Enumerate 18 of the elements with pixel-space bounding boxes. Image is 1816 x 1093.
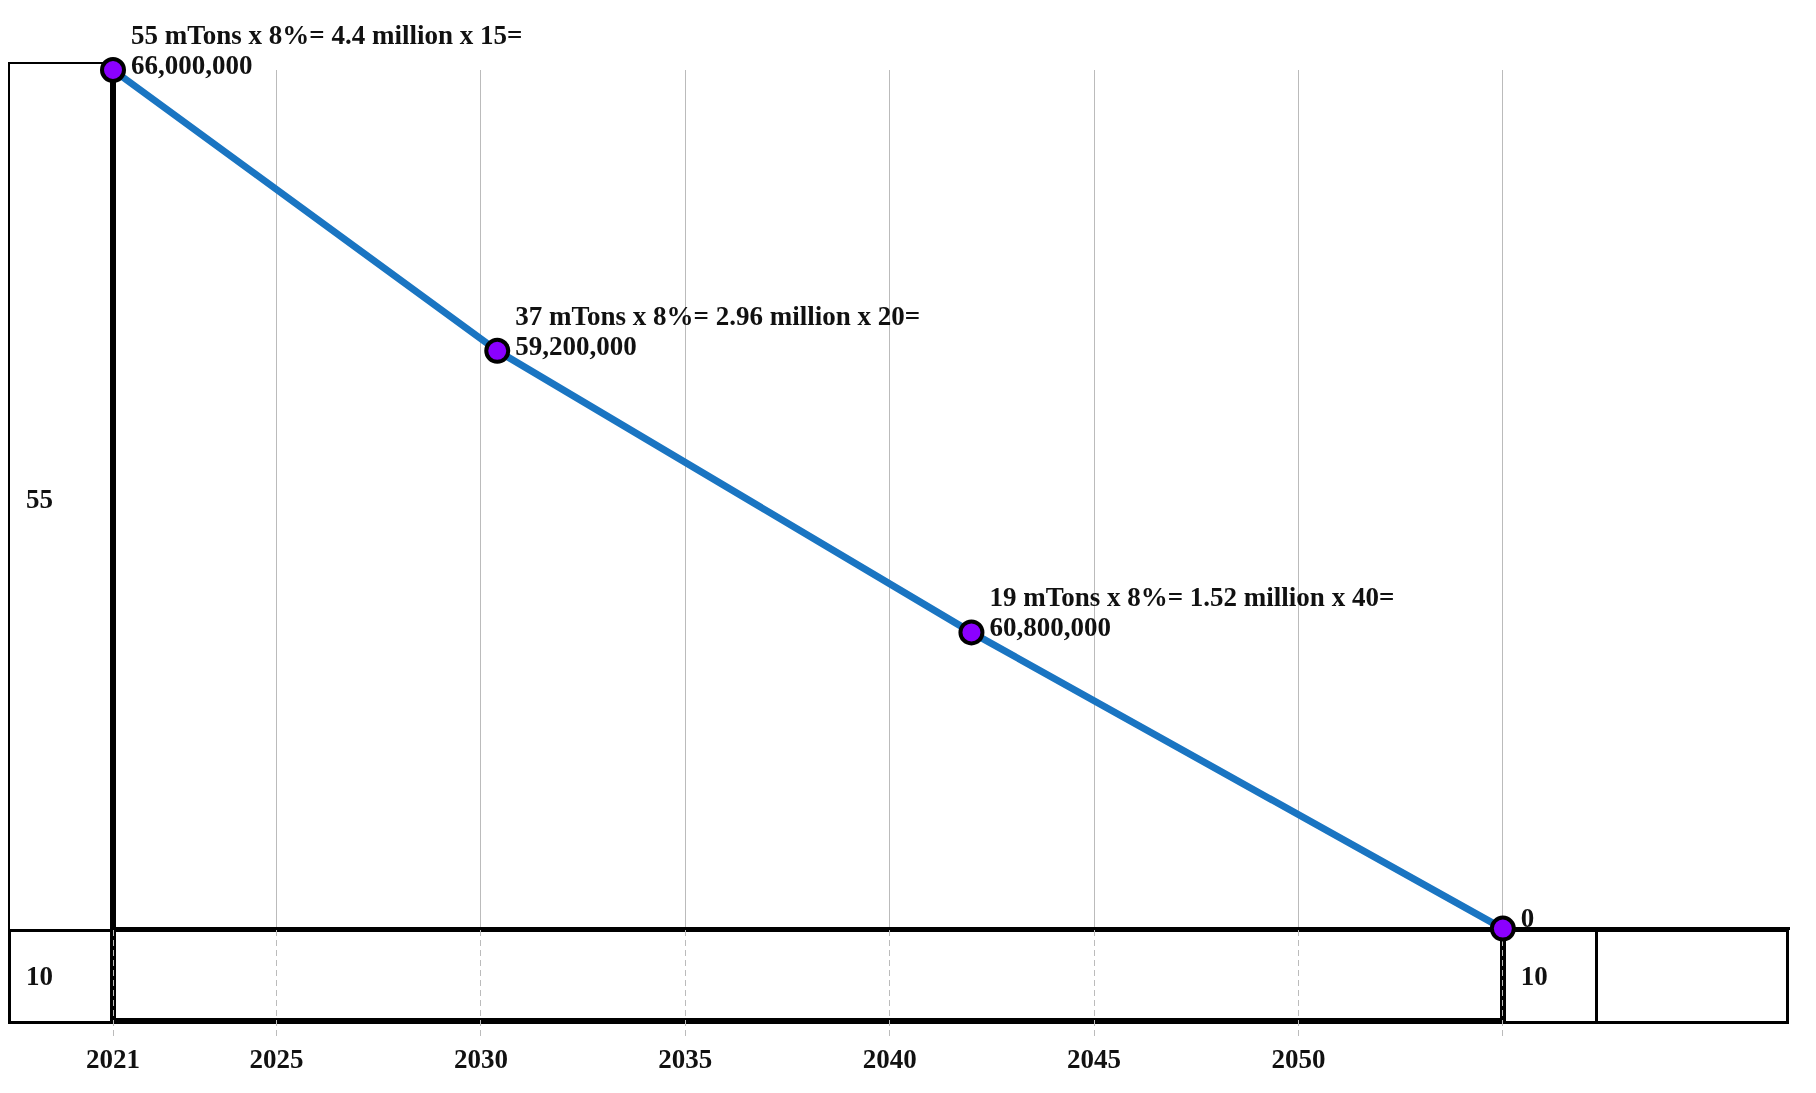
x-tick-label: 2050 <box>1271 1043 1326 1074</box>
annotation: 19 mTons x 8%= 1.52 million x 40= 60,800,000 <box>989 582 1395 643</box>
x-tick-label: 2035 <box>658 1043 713 1074</box>
x-tick-label: 2025 <box>249 1043 304 1074</box>
point <box>100 57 126 83</box>
annotation: 55 mTons x 8%= 4.4 million x 15= 66,000,000 <box>131 20 523 80</box>
point <box>484 337 511 364</box>
text: 55 <box>25 482 54 516</box>
point <box>958 619 985 646</box>
x-tick-label: 2021 <box>86 1043 140 1074</box>
x-tick-label: 2040 <box>862 1043 917 1074</box>
annotation: 37 mTons x 8%= 2.96 million x 20= 59,200,000 <box>515 300 921 361</box>
text: 10 <box>1520 960 1548 991</box>
point <box>1489 915 1516 942</box>
annotation: 0 <box>1520 902 1535 933</box>
x-tick-label: 2045 <box>1067 1043 1122 1074</box>
x-tick-label: 2030 <box>453 1043 508 1074</box>
text: 10 <box>25 959 54 993</box>
